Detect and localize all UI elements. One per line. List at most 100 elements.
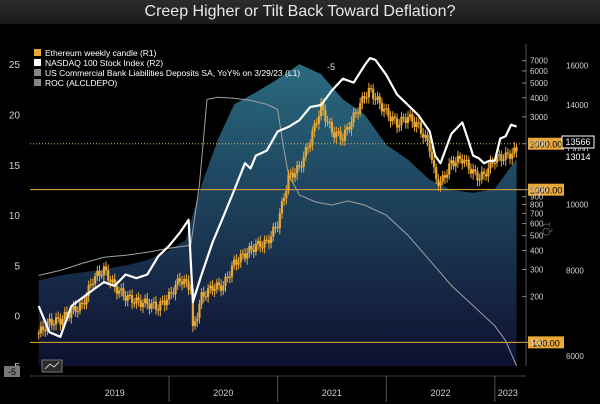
candle-body: [441, 175, 444, 182]
candle-body: [200, 292, 203, 305]
candle-body: [193, 321, 197, 326]
candle-body: [452, 160, 455, 167]
ethereum-candle: [96, 266, 99, 281]
candle-body: [313, 123, 316, 132]
ethereum-candle: [287, 169, 290, 195]
candle-body: [220, 285, 223, 291]
candle-body: [37, 333, 40, 335]
ethereum-candle: [254, 239, 258, 256]
candle-body: [224, 276, 227, 286]
ethereum-candle: [365, 91, 368, 104]
ethereum-candle: [178, 272, 181, 287]
candle-body: [276, 227, 279, 229]
candle-body: [183, 278, 186, 285]
legend-entry: US Commercial Bank Liabilities Deposits …: [45, 68, 300, 78]
candle-body: [165, 299, 168, 306]
candle-body: [498, 154, 501, 156]
candle-body: [287, 174, 290, 191]
candle-body: [450, 160, 453, 164]
ethereum-candle: [280, 197, 284, 219]
ethereum-candle: [133, 298, 136, 308]
ethereum-candle: [498, 149, 501, 162]
ethereum-candle: [226, 271, 229, 283]
ethereum-candle: [222, 280, 225, 295]
candle-body: [265, 239, 268, 241]
left-axis-tick-label: 20: [9, 110, 21, 121]
candle-body: [239, 253, 242, 263]
ethereum-candle: [174, 280, 177, 301]
ethereum-candle: [485, 169, 488, 181]
candle-body: [448, 163, 451, 175]
ethereum-candle: [419, 118, 423, 138]
candle-body: [285, 190, 288, 199]
candle-body: [196, 318, 199, 322]
ethereum-candle: [274, 222, 277, 234]
candle-body: [87, 285, 90, 297]
ethereum-candle: [330, 117, 334, 138]
ethereum-candle: [209, 281, 212, 294]
candle-body: [402, 116, 405, 119]
ethereum-candle: [224, 273, 227, 293]
candle-body: [211, 285, 214, 291]
ethereum-candle: [461, 154, 464, 170]
ethereum-candle: [148, 298, 151, 315]
ethereum-candle: [263, 235, 266, 254]
ethereum-candle: [44, 325, 47, 337]
ethereum-candle: [361, 92, 364, 110]
ethereum-candle: [233, 255, 236, 270]
ethereum-candle: [285, 185, 288, 205]
ethereum-candle: [508, 149, 512, 165]
ethereum-candle: [163, 295, 166, 312]
ref-label-100-00: 100.00: [528, 336, 564, 349]
candle-body: [52, 324, 55, 326]
candle-body: [59, 318, 62, 325]
candle-body: [311, 131, 314, 145]
chart-title-bar: Creep Higher or Tilt Back Toward Deflati…: [0, 0, 600, 24]
candle-body: [341, 139, 344, 141]
left-axis-tick-label: 15: [9, 161, 21, 172]
ethereum-candle: [76, 306, 79, 318]
ethereum-candle: [476, 167, 479, 187]
ethereum-candle: [256, 237, 260, 251]
ethereum-candle: [472, 163, 475, 180]
candle-body: [335, 132, 338, 138]
ethereum-candle: [113, 273, 116, 293]
candle-body: [361, 96, 364, 104]
annotation-box: -5: [4, 366, 20, 377]
candle-body: [259, 241, 262, 248]
candle-body: [150, 302, 153, 309]
candle-body: [133, 303, 136, 305]
ethereum-candle: [413, 116, 416, 132]
ethereum-candle: [458, 152, 462, 164]
candle-body: [137, 297, 140, 301]
ethereum-candle: [259, 235, 262, 253]
candle-body: [417, 122, 420, 124]
ethereum-candle: [100, 270, 103, 280]
chart-title: Creep Higher or Tilt Back Toward Deflati…: [144, 3, 456, 20]
candle-body: [504, 152, 507, 160]
candle-body: [426, 134, 429, 142]
ethereum-candle: [385, 103, 388, 115]
right1-axis-tick-label: 800: [530, 200, 544, 209]
candle-body: [100, 275, 103, 277]
ethereum-candle: [202, 286, 205, 303]
ethereum-candle: [448, 157, 451, 180]
candle-body: [506, 152, 509, 154]
candle-body: [380, 103, 383, 112]
ethereum-candle: [172, 287, 175, 298]
candle-body: [78, 302, 82, 312]
ethereum-candle: [59, 313, 62, 331]
candle-body: [322, 102, 325, 111]
ethereum-candle: [102, 262, 105, 282]
candle-body: [144, 298, 147, 304]
left-axis-tick-label: 0: [14, 312, 20, 323]
x-axis-tick-label: 2021: [322, 388, 342, 398]
ethereum-candle: [54, 312, 58, 331]
ethereum-candle: [126, 291, 129, 307]
x-axis-tick-label: 2020: [213, 388, 233, 398]
ethereum-candle: [61, 315, 64, 330]
ethereum-candle: [343, 124, 347, 146]
candle-body: [337, 131, 340, 133]
ethereum-candle: [230, 261, 234, 283]
candle-body: [48, 318, 51, 323]
